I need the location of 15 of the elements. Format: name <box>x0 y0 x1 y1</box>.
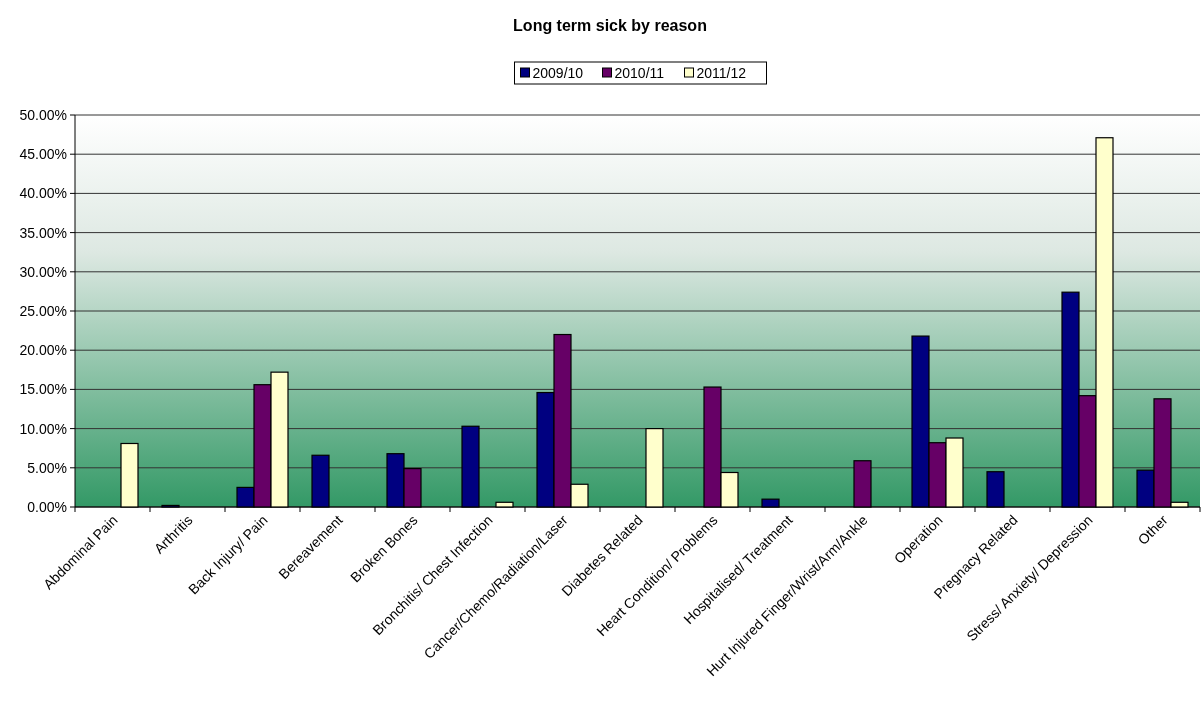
chart-title: Long term sick by reason <box>513 17 707 34</box>
y-tick-label: 30.00% <box>19 263 67 280</box>
y-tick-label: 0.00% <box>27 498 67 515</box>
legend-label: 2009/10 <box>532 64 584 81</box>
y-tick-label: 15.00% <box>19 381 67 398</box>
y-tick-label: 40.00% <box>19 185 67 202</box>
legend-label: 2010/11 <box>614 64 665 81</box>
y-tick-label: 35.00% <box>19 224 67 241</box>
y-tick-label: 50.00% <box>19 106 67 123</box>
y-tick-label: 10.00% <box>19 420 67 437</box>
legend-label: 2011/12 <box>696 64 747 81</box>
y-tick-label: 45.00% <box>19 146 67 163</box>
y-tick-label: 5.00% <box>27 459 67 476</box>
y-tick-label: 25.00% <box>19 302 67 319</box>
y-tick-label: 20.00% <box>19 342 67 359</box>
